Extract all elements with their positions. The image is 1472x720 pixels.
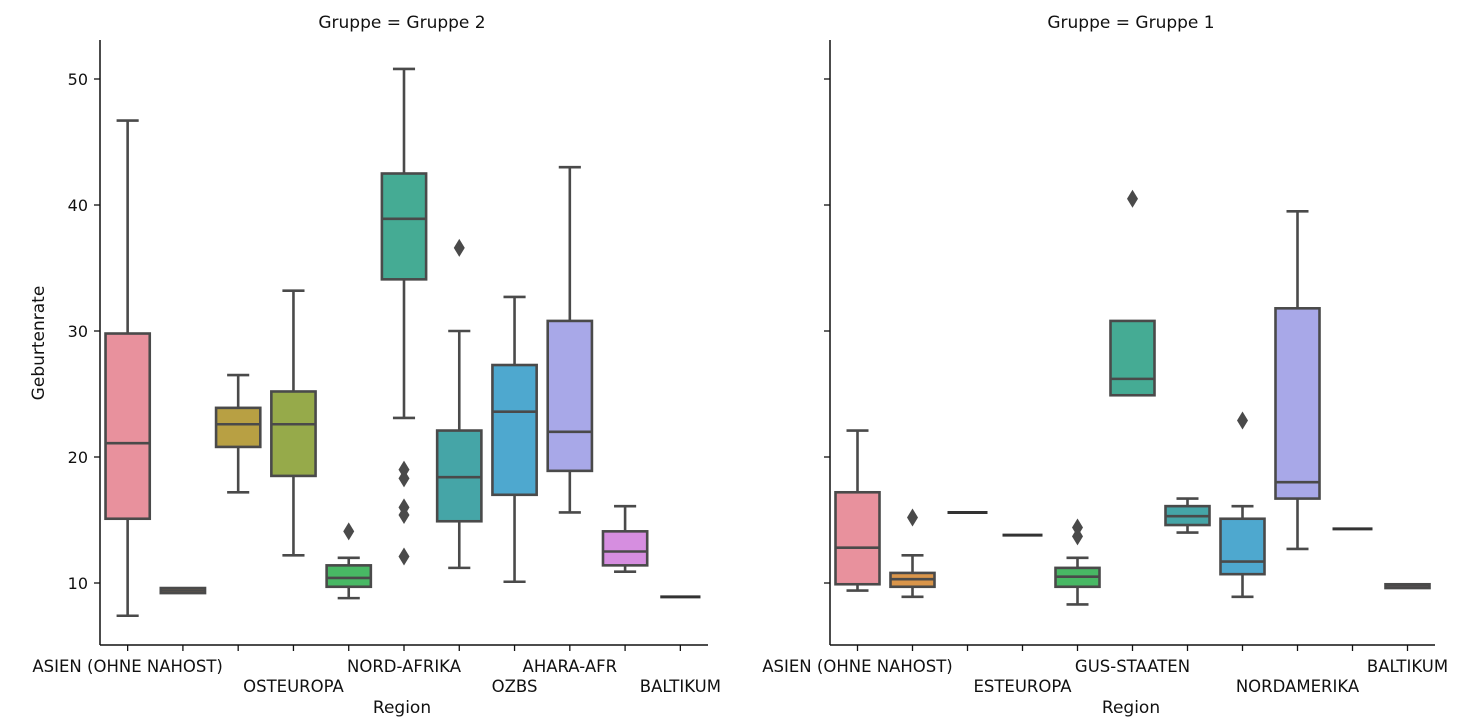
x-tick-label: NORD-AFRIKA — [347, 657, 462, 676]
outlier-marker — [343, 522, 355, 541]
x-tick-label: BALTIKUM — [640, 677, 721, 696]
outlier-marker — [907, 508, 918, 527]
y-tick-label: 30 — [68, 322, 88, 341]
outlier-marker — [398, 547, 410, 566]
box — [214, 406, 262, 449]
box — [546, 319, 594, 473]
panel-title-0: Gruppe = Gruppe 2 — [318, 13, 485, 33]
outlier-marker — [1237, 411, 1248, 430]
panel-title-1: Gruppe = Gruppe 1 — [1047, 13, 1214, 33]
box — [325, 564, 373, 589]
outlier-marker — [453, 238, 465, 257]
box — [104, 332, 152, 521]
box — [380, 172, 428, 281]
box — [1219, 517, 1266, 576]
x-axis-label-1: Region — [1102, 698, 1160, 718]
box — [601, 530, 649, 567]
outlier-marker — [1072, 518, 1083, 537]
x-tick-label: GUS-STAATEN — [1075, 657, 1190, 676]
y-tick-label: 20 — [68, 448, 88, 467]
y-tick-label: 40 — [68, 196, 88, 215]
box — [491, 363, 538, 497]
x-tick-label: OZBS — [492, 677, 538, 696]
box — [270, 390, 317, 478]
outlier-marker — [1127, 189, 1138, 208]
outlier-marker — [398, 469, 410, 488]
x-tick-label: OSTEUROPA — [243, 677, 344, 696]
x-tick-label: ASIEN (OHNE NAHOST) — [32, 657, 223, 676]
x-tick-label: ESTEUROPA — [973, 677, 1072, 696]
y-tick-label: 50 — [68, 70, 88, 89]
x-axis-label-0: Region — [373, 698, 431, 718]
x-tick-label: ASIEN (OHNE NAHOST) — [762, 657, 953, 676]
box — [1274, 307, 1321, 500]
y-axis-label: Geburtenrate — [29, 286, 49, 401]
x-tick-label: NORDAMERIKA — [1236, 677, 1360, 696]
x-tick-label: BALTIKUM — [1367, 657, 1448, 676]
y-tick-label: 10 — [68, 574, 88, 593]
x-tick-label: AHARA-AFR — [523, 657, 618, 676]
box — [1109, 319, 1156, 397]
outlier-marker — [398, 505, 410, 524]
box — [834, 490, 881, 586]
